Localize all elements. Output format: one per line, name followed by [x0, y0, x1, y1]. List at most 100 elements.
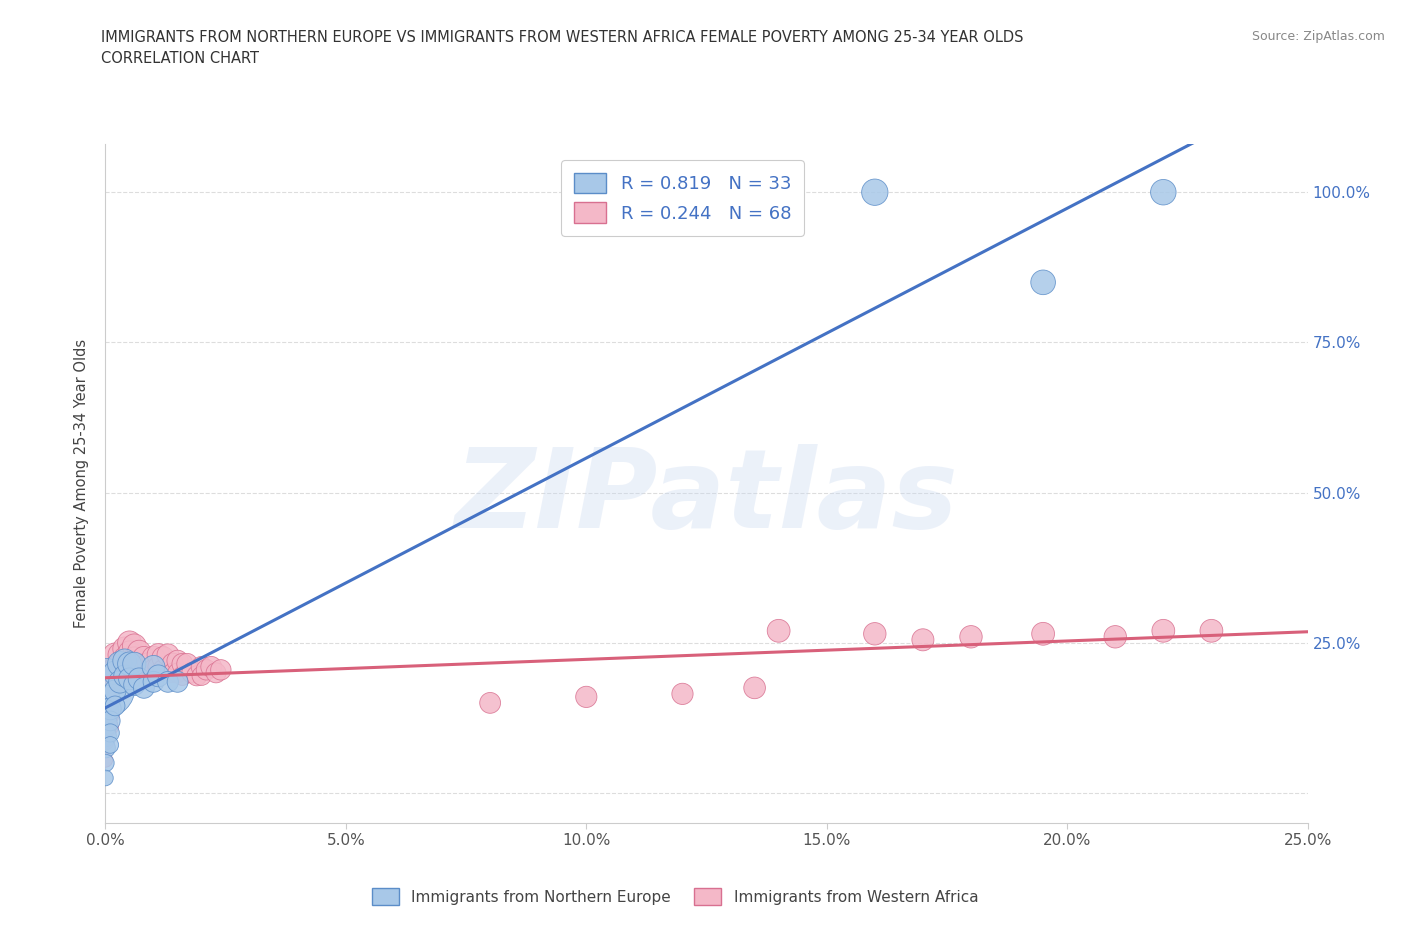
Point	[94, 686, 117, 701]
Point	[148, 669, 170, 684]
Point	[94, 752, 117, 767]
Point	[863, 185, 886, 200]
Point	[142, 659, 165, 674]
Point	[162, 665, 184, 680]
Point	[114, 654, 136, 669]
Point	[104, 665, 127, 680]
Point	[108, 665, 131, 680]
Point	[148, 659, 170, 674]
Point	[94, 771, 117, 786]
Point	[166, 674, 188, 689]
Point	[181, 665, 204, 680]
Point	[98, 708, 121, 723]
Point	[132, 681, 155, 696]
Point	[166, 654, 188, 669]
Point	[118, 635, 141, 650]
Point	[960, 630, 983, 644]
Point	[575, 689, 598, 704]
Text: IMMIGRANTS FROM NORTHERN EUROPE VS IMMIGRANTS FROM WESTERN AFRICA FEMALE POVERTY: IMMIGRANTS FROM NORTHERN EUROPE VS IMMIG…	[101, 30, 1024, 45]
Point	[94, 723, 117, 737]
Point	[1152, 623, 1174, 638]
Point	[195, 662, 218, 677]
Point	[104, 647, 127, 662]
Point	[138, 657, 160, 671]
Point	[124, 638, 146, 653]
Point	[118, 657, 141, 671]
Point	[98, 720, 121, 735]
Point	[98, 725, 121, 740]
Point	[142, 674, 165, 689]
Point	[186, 669, 208, 684]
Point	[118, 644, 141, 659]
Point	[98, 701, 121, 716]
Point	[162, 657, 184, 671]
Point	[671, 686, 693, 701]
Point	[104, 659, 127, 674]
Point	[200, 659, 222, 674]
Point	[108, 657, 131, 671]
Point	[1201, 623, 1223, 638]
Point	[124, 662, 146, 677]
Point	[124, 657, 146, 671]
Point	[1032, 275, 1054, 290]
Point	[108, 674, 131, 689]
Point	[114, 665, 136, 680]
Point	[132, 650, 155, 665]
Point	[190, 659, 212, 674]
Point	[118, 659, 141, 674]
Point	[94, 735, 117, 750]
Point	[142, 662, 165, 677]
Point	[166, 665, 188, 680]
Point	[911, 632, 934, 647]
Point	[94, 755, 117, 770]
Point	[94, 681, 117, 696]
Point	[108, 674, 131, 689]
Point	[172, 657, 194, 671]
Point	[1152, 185, 1174, 200]
Point	[94, 711, 117, 725]
Point	[114, 642, 136, 657]
Point	[118, 671, 141, 686]
Point	[108, 647, 131, 662]
Point	[104, 665, 127, 680]
Legend: Immigrants from Northern Europe, Immigrants from Western Africa: Immigrants from Northern Europe, Immigra…	[366, 883, 984, 911]
Point	[128, 671, 150, 686]
Point	[156, 647, 179, 662]
Point	[190, 669, 212, 684]
Point	[205, 665, 228, 680]
Point	[176, 657, 198, 671]
Point	[108, 657, 131, 671]
Point	[124, 677, 146, 692]
Point	[94, 728, 117, 743]
Text: Source: ZipAtlas.com: Source: ZipAtlas.com	[1251, 30, 1385, 43]
Point	[152, 662, 174, 677]
Point	[768, 623, 790, 638]
Point	[98, 737, 121, 752]
Point	[94, 698, 117, 713]
Point	[156, 674, 179, 689]
Point	[104, 674, 127, 689]
Point	[128, 657, 150, 671]
Point	[479, 696, 502, 711]
Point	[98, 693, 121, 708]
Point	[152, 650, 174, 665]
Legend: R = 0.819   N = 33, R = 0.244   N = 68: R = 0.819 N = 33, R = 0.244 N = 68	[561, 160, 804, 236]
Point	[148, 647, 170, 662]
Point	[142, 650, 165, 665]
Point	[209, 662, 232, 677]
Point	[744, 681, 766, 696]
Point	[863, 627, 886, 642]
Point	[1032, 627, 1054, 642]
Point	[98, 713, 121, 728]
Point	[104, 684, 127, 698]
Y-axis label: Female Poverty Among 25-34 Year Olds: Female Poverty Among 25-34 Year Olds	[75, 339, 90, 628]
Point	[94, 716, 117, 731]
Point	[114, 669, 136, 684]
Point	[104, 698, 127, 713]
Point	[128, 644, 150, 659]
Point	[94, 674, 117, 689]
Point	[124, 650, 146, 665]
Text: ZIPatlas: ZIPatlas	[454, 444, 959, 551]
Point	[172, 669, 194, 684]
Point	[1104, 630, 1126, 644]
